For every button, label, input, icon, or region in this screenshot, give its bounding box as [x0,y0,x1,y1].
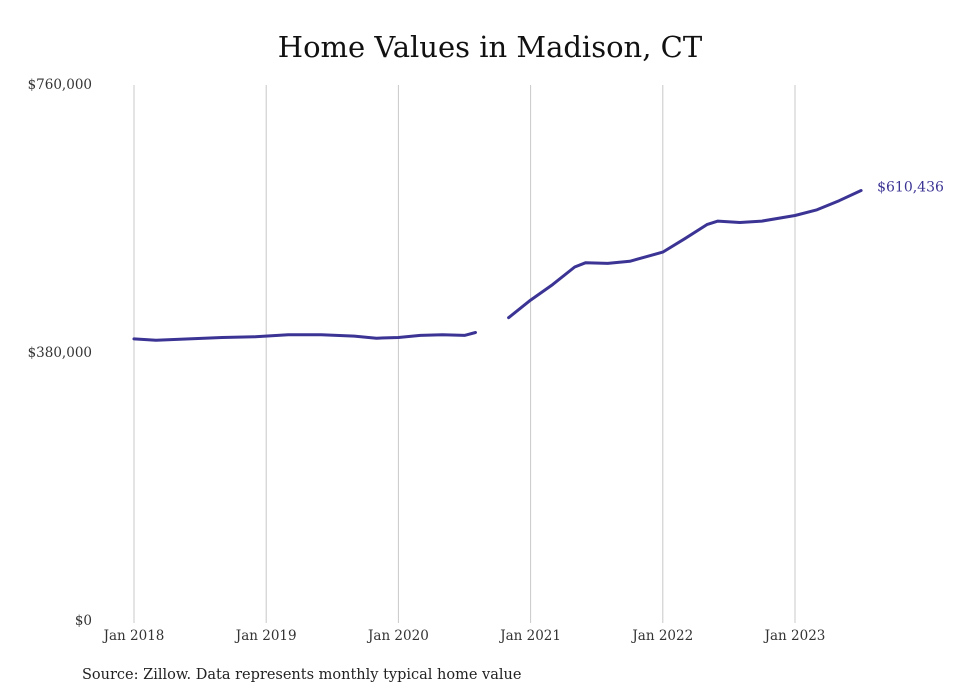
x-tick-label: Jan 2023 [763,628,826,644]
chart-title: Home Values in Madison, CT [277,30,703,64]
y-tick-label: $760,000 [28,77,92,93]
x-tick-label: Jan 2019 [234,628,297,644]
gridlines [133,85,796,623]
x-tick-label: Jan 2018 [102,628,165,644]
x-axis-tick-labels: Jan 2018 Jan 2019 Jan 2020 Jan 2021 Jan 2022… [102,628,826,644]
x-tick-label: Jan 2021 [498,628,561,644]
x-tick-label: Jan 2020 [366,628,429,644]
series-line-segment-1 [507,189,863,320]
y-tick-label: $380,000 [28,345,92,361]
end-value-label: $610,436 [877,179,944,195]
series-lines [132,189,863,342]
series-line-segment-0 [132,331,477,342]
y-axis-tick-labels: $0 $380,000 $760,000 [28,77,92,629]
x-tick-label: Jan 2022 [630,628,693,644]
data-labels: $610,436 [877,179,944,195]
y-tick-label: $0 [75,613,92,629]
source-note: Source: Zillow. Data represents monthly … [82,667,522,683]
